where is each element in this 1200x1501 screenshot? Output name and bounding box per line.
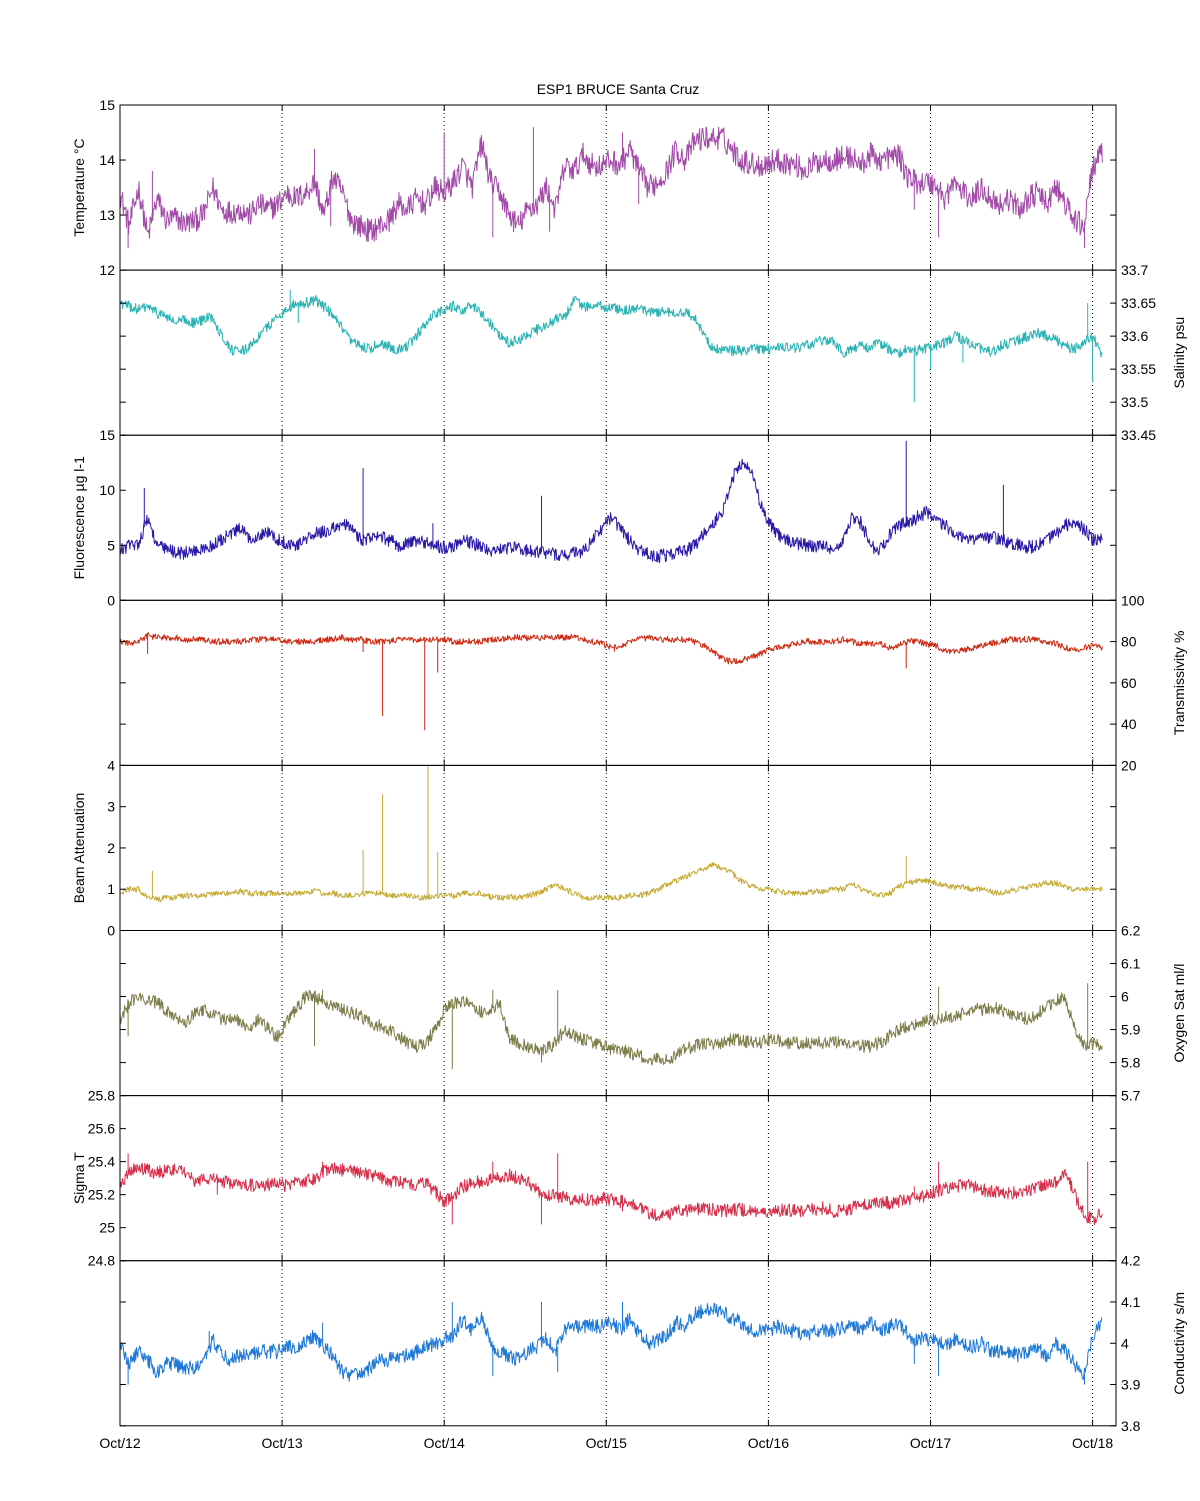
y-tick-label: 3.8 [1121,1418,1141,1434]
y-tick-label: 15 [99,97,115,113]
x-tick-label: Oct/13 [261,1435,302,1451]
series-line-4 [119,766,1103,902]
series-line-0 [119,126,1103,249]
y-tick-label: 3.9 [1121,1377,1141,1393]
y-tick-label: 2 [107,840,115,856]
y-tick-label: 14 [99,152,115,168]
y-tick-label: 6.1 [1121,956,1141,972]
y-tick-label: 25.8 [88,1088,115,1104]
panel-frame-6 [119,1095,1117,1262]
y-tick-label: 5.8 [1121,1055,1141,1071]
y-axis-label: Transmissivity % [1171,631,1187,736]
y-tick-label: 4 [107,757,115,773]
y-tick-label: 33.55 [1121,361,1156,377]
y-axis-label: Temperature °C [71,138,87,236]
y-axis-label: Conductivity s/m [1171,1292,1187,1395]
y-axis-label: Fluorescence µg l-1 [71,456,87,579]
y-tick-label: 1 [107,881,115,897]
y-tick-label: 5.7 [1121,1088,1141,1104]
y-tick-label: 6 [1121,989,1129,1005]
y-tick-label: 6.2 [1121,923,1141,939]
y-tick-label: 4.1 [1121,1294,1141,1310]
y-tick-label: 33.45 [1121,427,1156,443]
y-tick-label: 10 [99,482,115,498]
figure-title: ESP1 BRUCE Santa Cruz [537,81,700,97]
y-tick-label: 5.9 [1121,1022,1141,1038]
series-line-6 [119,1153,1103,1226]
panel-frame-4 [119,764,1117,932]
x-tick-label: Oct/15 [586,1435,627,1451]
y-tick-label: 5 [107,537,115,553]
y-tick-label: 12 [99,262,115,278]
y-tick-label: 33.7 [1121,262,1148,278]
y-tick-label: 100 [1121,592,1145,608]
y-tick-label: 13 [99,207,115,223]
panel-frame-1 [119,269,1117,436]
panel-frame-2 [119,434,1117,601]
series-line-2 [119,440,1103,564]
y-tick-label: 40 [1121,716,1137,732]
series-line-5 [119,983,1103,1070]
y-tick-label: 33.5 [1121,394,1148,410]
y-tick-label: 15 [99,427,115,443]
y-axis-label: Salinity psu [1171,317,1187,389]
y-tick-label: 33.65 [1121,295,1156,311]
y-tick-label: 20 [1121,757,1137,773]
y-tick-label: 4 [1121,1335,1129,1351]
y-axis-label: Sigma T [71,1152,87,1204]
y-tick-label: 25 [99,1220,115,1236]
y-tick-label: 24.8 [88,1253,115,1269]
y-tick-label: 60 [1121,675,1137,691]
y-axis-label: Oxygen Sat ml/l [1171,964,1187,1063]
series-line-7 [119,1302,1103,1385]
y-tick-label: 3 [107,799,115,815]
panel-frame-7 [119,1260,1117,1427]
x-tick-label: Oct/17 [910,1435,951,1451]
y-tick-label: 0 [107,923,115,939]
series-line-1 [119,289,1103,403]
x-tick-label: Oct/14 [424,1435,465,1451]
y-tick-label: 25.4 [88,1154,115,1170]
y-tick-label: 0 [107,592,115,608]
x-tick-label: Oct/16 [748,1435,789,1451]
x-tick-label: Oct/18 [1072,1435,1113,1451]
y-axis-label: Beam Attenuation [71,793,87,904]
y-tick-label: 80 [1121,634,1137,650]
y-tick-label: 4.2 [1121,1253,1141,1269]
y-tick-label: 25.2 [88,1187,115,1203]
panel-frame-3 [119,599,1117,766]
x-tick-label: Oct/12 [99,1435,140,1451]
y-tick-label: 25.6 [88,1121,115,1137]
y-tick-label: 33.6 [1121,328,1148,344]
series-line-3 [119,632,1103,731]
